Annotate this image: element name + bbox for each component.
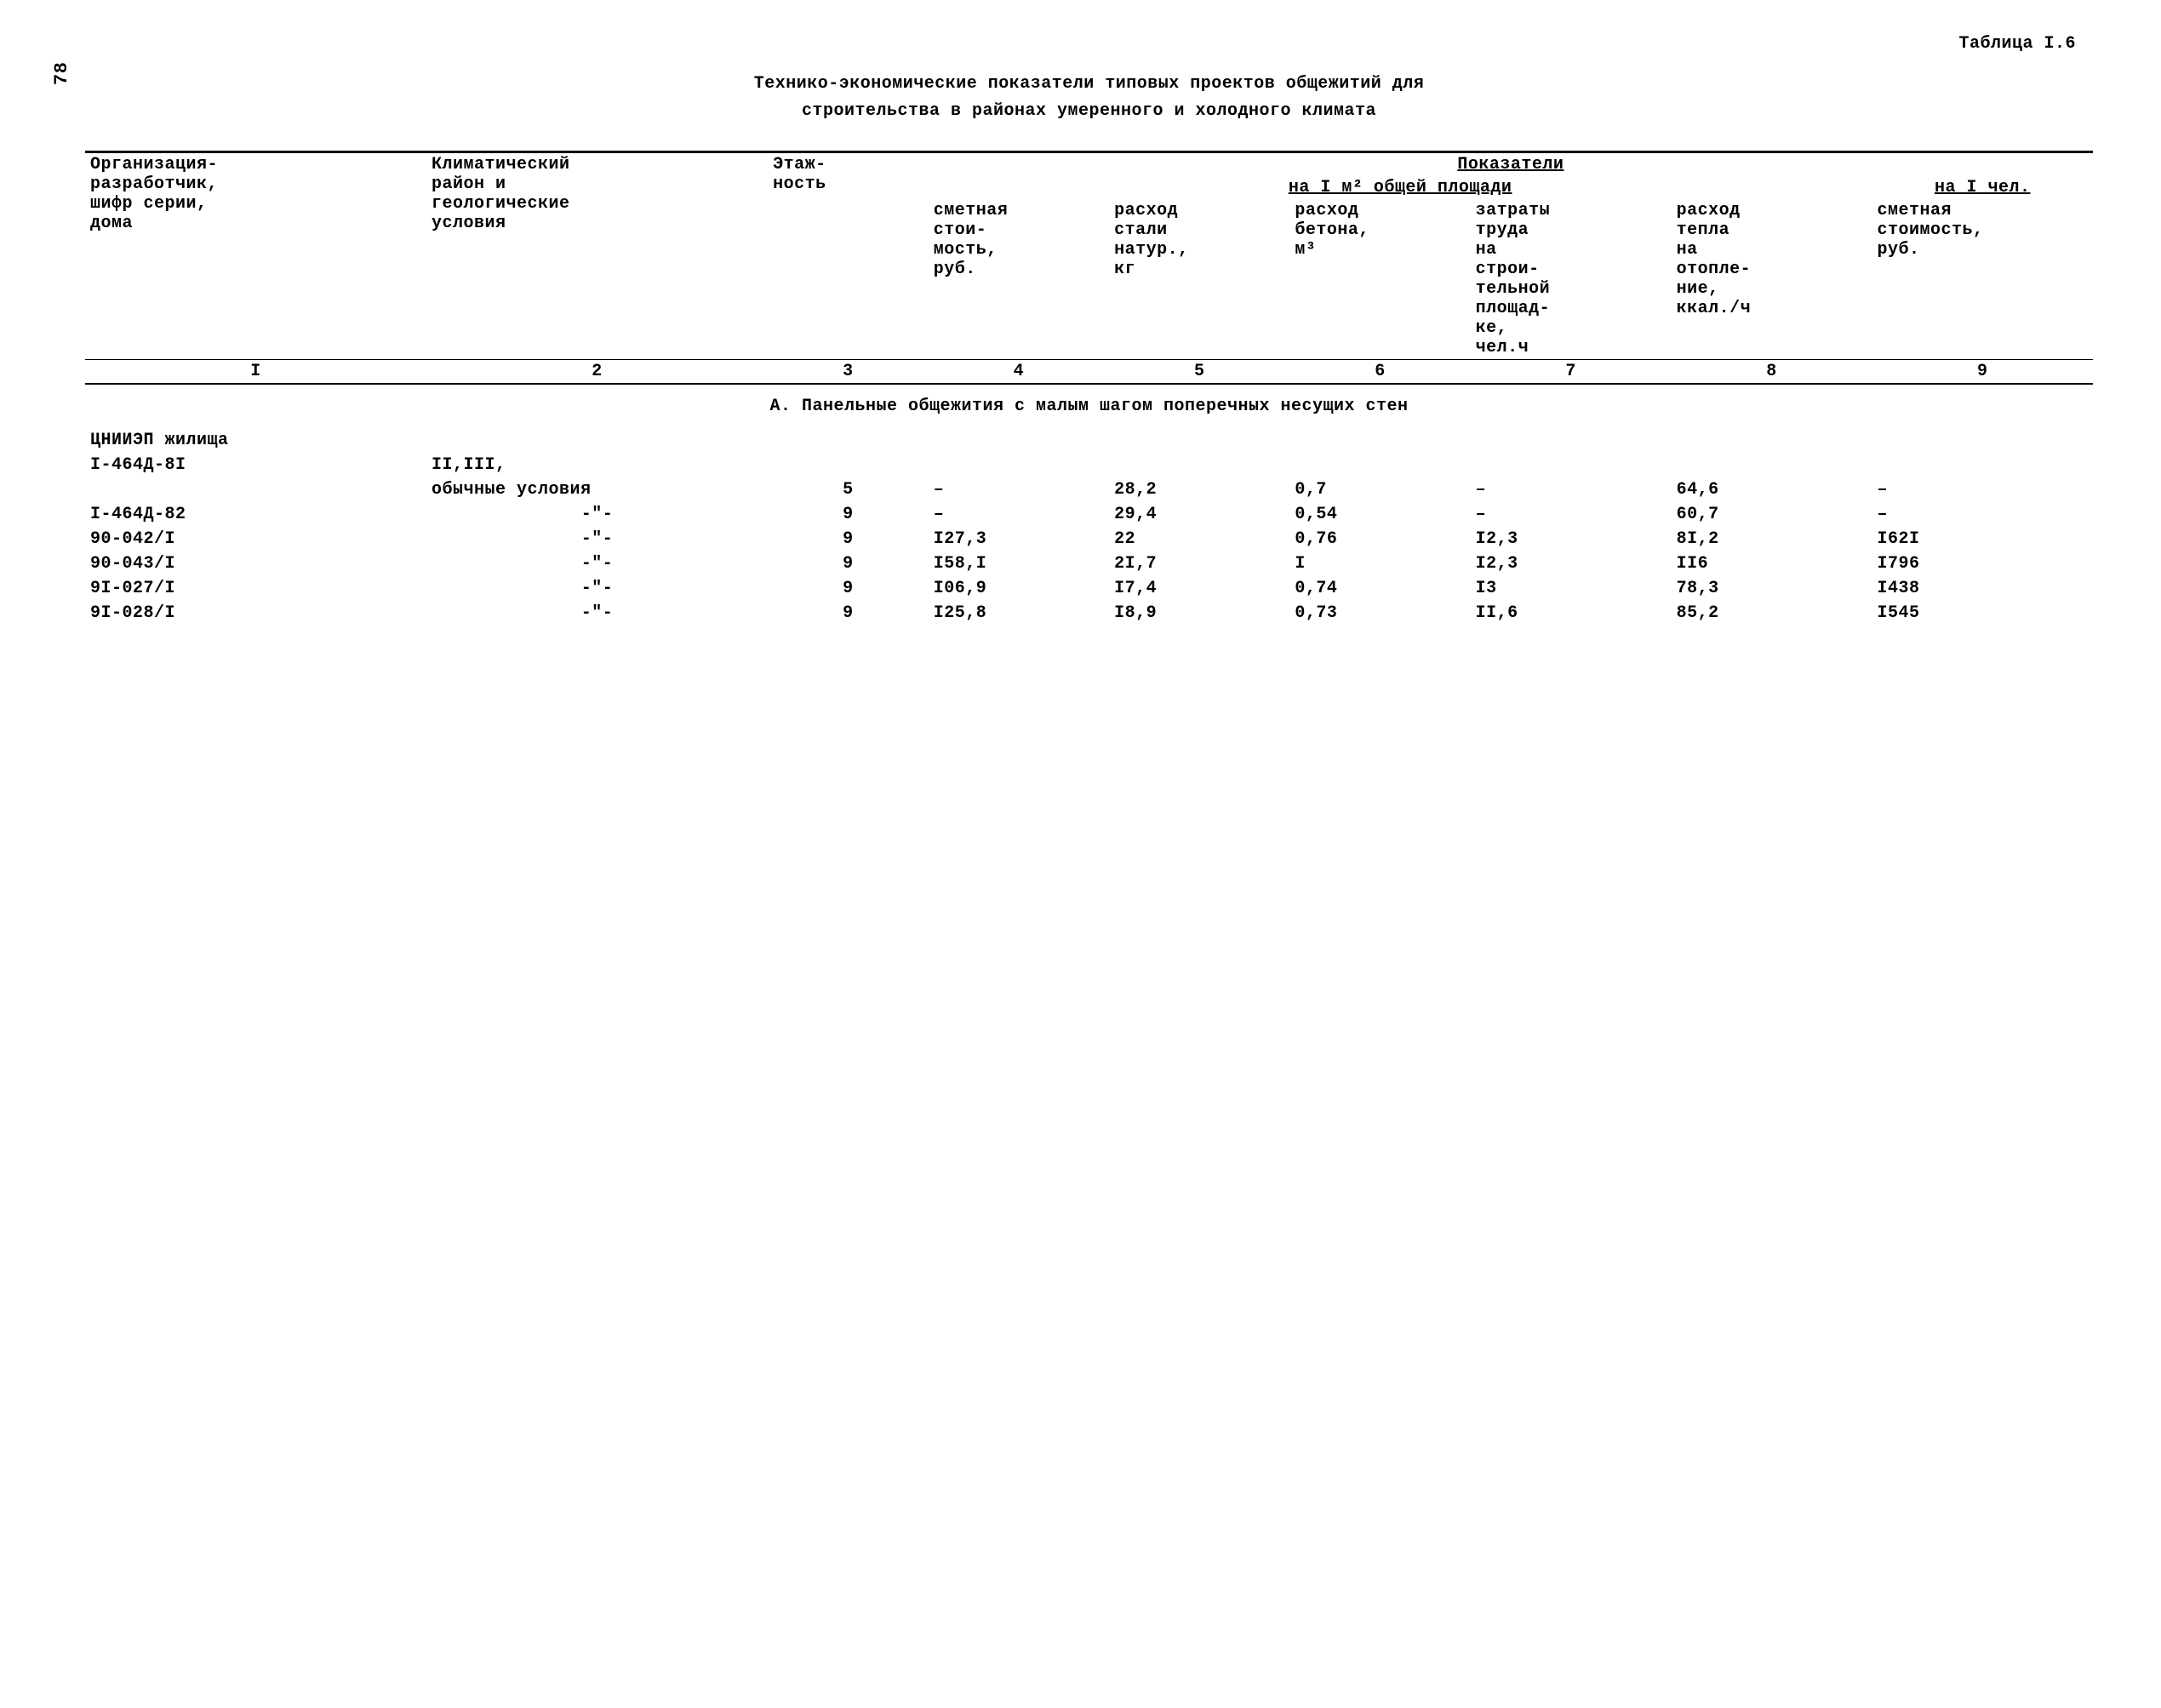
col-header-group: Показатели [929, 152, 2093, 177]
cell-c7: I3 [1471, 576, 1672, 601]
table-row: 9I-027/I -"- 9 I06,9 I7,4 0,74 I3 78,3 I… [85, 576, 2093, 601]
cell-c6: 0,74 [1289, 576, 1470, 601]
header-row-1: Организация-разработчик,шифр серии,дома … [85, 152, 2093, 177]
cell-c9: I438 [1872, 576, 2093, 601]
cell-c3: 5 [768, 477, 929, 502]
cell-c7: – [1471, 477, 1672, 502]
col-header-9: сметнаястоимость,руб. [1872, 199, 2093, 360]
cell-c3: 9 [768, 576, 929, 601]
cell-c9: I545 [1872, 601, 2093, 626]
org-header: ЦНИИЭП жилища [85, 428, 2093, 453]
col-num-3: 3 [768, 360, 929, 385]
cell-c2b: обычные условия [426, 477, 768, 502]
cell-c2: -"- [426, 576, 768, 601]
cell-c3: 9 [768, 502, 929, 527]
col-num-2: 2 [426, 360, 768, 385]
cell-c5: 29,4 [1109, 502, 1289, 527]
cell-c4: – [929, 502, 1109, 527]
cell-c6: 0,73 [1289, 601, 1470, 626]
cell-c5: 28,2 [1109, 477, 1289, 502]
cell-c7: I2,3 [1471, 527, 1672, 551]
table-row: обычные условия 5 – 28,2 0,7 – 64,6 – [85, 477, 2093, 502]
cell-c8: 85,2 [1672, 601, 1872, 626]
title-line-1: Технико-экономические показатели типовых… [85, 71, 2093, 98]
cell-c8: 60,7 [1672, 502, 1872, 527]
page-number: 78 [51, 62, 72, 85]
title-line-2: строительства в районах умеренного и хол… [85, 98, 2093, 125]
table-label: Таблица I.6 [85, 34, 2093, 54]
cell-c4: I58,I [929, 551, 1109, 576]
cell-c1: 9I-028/I [85, 601, 426, 626]
document-content: Таблица I.6 Технико-экономические показа… [85, 34, 2093, 626]
cell-c7: II,6 [1471, 601, 1672, 626]
org-header-row: ЦНИИЭП жилища [85, 428, 2093, 453]
col-num-8: 8 [1672, 360, 1872, 385]
cell-c4: I27,3 [929, 527, 1109, 551]
cell-c3: 9 [768, 601, 929, 626]
cell-c9: I62I [1872, 527, 2093, 551]
cell-c2: -"- [426, 502, 768, 527]
col-header-5: расходсталинатур.,кг [1109, 199, 1289, 360]
subheader-left: на I м² общей площади [929, 176, 1872, 199]
cell-c6: 0,76 [1289, 527, 1470, 551]
cell-c2: -"- [426, 527, 768, 551]
document-title: Технико-экономические показатели типовых… [85, 71, 2093, 125]
cell-c7: I2,3 [1471, 551, 1672, 576]
cell-c2a: II,III, [426, 453, 768, 477]
table-row: I-464Д-82 -"- 9 – 29,4 0,54 – 60,7 – [85, 502, 2093, 527]
cell-c1: 90-042/I [85, 527, 426, 551]
cell-c1: I-464Д-82 [85, 502, 426, 527]
cell-c2: -"- [426, 601, 768, 626]
cell-c1: 90-043/I [85, 551, 426, 576]
cell-c5: I7,4 [1109, 576, 1289, 601]
col-num-1: I [85, 360, 426, 385]
col-header-3: Этаж-ность [768, 152, 929, 360]
cell-c5: I8,9 [1109, 601, 1289, 626]
cell-c6: 0,54 [1289, 502, 1470, 527]
cell-c9: – [1872, 502, 2093, 527]
col-header-4: сметнаястои-мость,руб. [929, 199, 1109, 360]
data-table: Организация-разработчик,шифр серии,дома … [85, 151, 2093, 626]
cell-c4: – [929, 477, 1109, 502]
col-num-4: 4 [929, 360, 1109, 385]
section-a-heading: А. Панельные общежития с малым шагом поп… [85, 384, 2093, 428]
cell-c1: I-464Д-8I [85, 453, 426, 477]
col-num-5: 5 [1109, 360, 1289, 385]
cell-c8: 64,6 [1672, 477, 1872, 502]
table-row: 90-043/I -"- 9 I58,I 2I,7 I I2,3 II6 I79… [85, 551, 2093, 576]
cell-c6: 0,7 [1289, 477, 1470, 502]
cell-c5: 2I,7 [1109, 551, 1289, 576]
cell-c7: – [1471, 502, 1672, 527]
cell-c3: 9 [768, 551, 929, 576]
cell-c9: – [1872, 477, 2093, 502]
col-number-row: I 2 3 4 5 6 7 8 9 [85, 360, 2093, 385]
cell-c3: 9 [768, 527, 929, 551]
table-row: I-464Д-8I II,III, [85, 453, 2093, 477]
section-a-row: А. Панельные общежития с малым шагом поп… [85, 384, 2093, 428]
col-num-9: 9 [1872, 360, 2093, 385]
col-header-7: затратытруданастрои-тельнойплощад-ке,чел… [1471, 199, 1672, 360]
col-header-1: Организация-разработчик,шифр серии,дома [85, 152, 426, 360]
subheader-right: на I чел. [1872, 176, 2093, 199]
col-header-2: Климатическийрайон игеологическиеусловия [426, 152, 768, 360]
cell-c8: 78,3 [1672, 576, 1872, 601]
col-num-7: 7 [1471, 360, 1672, 385]
cell-c4: I25,8 [929, 601, 1109, 626]
cell-c9: I796 [1872, 551, 2093, 576]
table-row: 90-042/I -"- 9 I27,3 22 0,76 I2,3 8I,2 I… [85, 527, 2093, 551]
cell-c8: 8I,2 [1672, 527, 1872, 551]
col-header-8: расходтепланаотопле-ние,ккал./ч [1672, 199, 1872, 360]
cell-c5: 22 [1109, 527, 1289, 551]
table-row: 9I-028/I -"- 9 I25,8 I8,9 0,73 II,6 85,2… [85, 601, 2093, 626]
cell-c6: I [1289, 551, 1470, 576]
col-header-6: расходбетона,м³ [1289, 199, 1470, 360]
col-num-6: 6 [1289, 360, 1470, 385]
cell-c1: 9I-027/I [85, 576, 426, 601]
cell-c4: I06,9 [929, 576, 1109, 601]
cell-c8: II6 [1672, 551, 1872, 576]
cell-c2: -"- [426, 551, 768, 576]
